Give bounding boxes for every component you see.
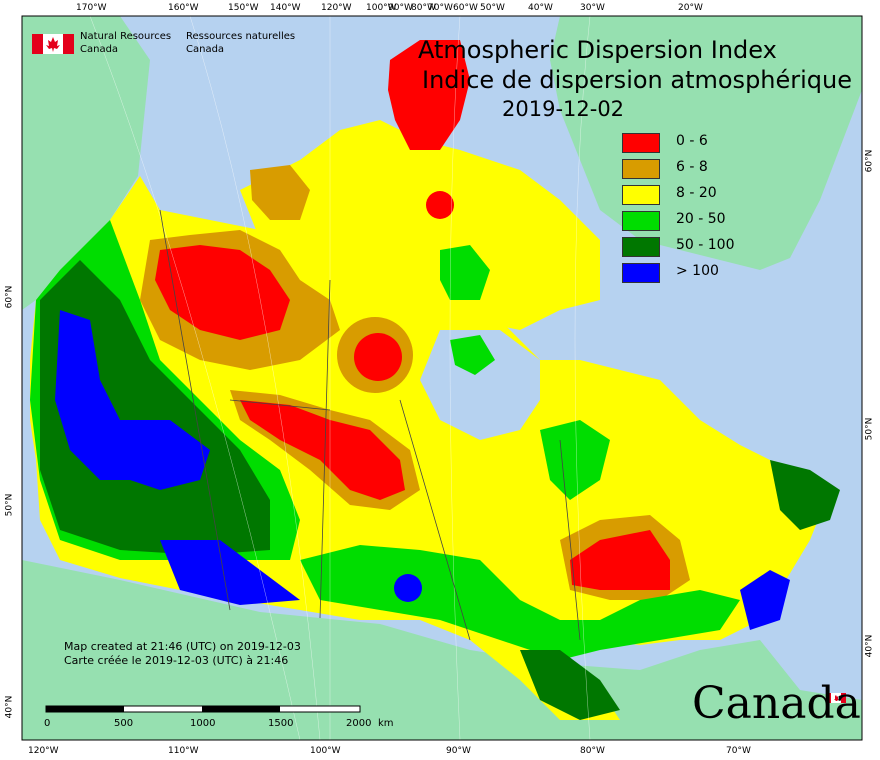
map-title-en: Atmospheric Dispersion Index bbox=[418, 36, 777, 64]
legend-item: 6 - 8 bbox=[622, 157, 752, 181]
baffin-green-zone-2 bbox=[450, 335, 495, 375]
legend-item: > 100 bbox=[622, 261, 752, 285]
graticule-top-label: 170°W bbox=[76, 3, 107, 13]
legend-swatch bbox=[622, 159, 660, 179]
map-credits: Map created at 21:46 (UTC) on 2019-12-03… bbox=[64, 640, 301, 668]
atlantic-blue-zone bbox=[740, 570, 790, 630]
quebec-red-zone bbox=[570, 530, 670, 590]
agency-en-line1: Natural Resources bbox=[80, 31, 172, 42]
credits-en: Map created at 21:46 (UTC) on 2019-12-03 bbox=[64, 640, 301, 653]
legend-swatch bbox=[622, 263, 660, 283]
agency-fr-line2: Canada bbox=[186, 44, 225, 55]
south-blue-zone bbox=[160, 540, 300, 605]
graticule-top-label: 40°W bbox=[528, 3, 553, 13]
graticule-top-label: 30°W bbox=[580, 3, 605, 13]
wordmark-flag-icon bbox=[826, 693, 846, 703]
ellesmere-red-zone bbox=[388, 40, 470, 150]
graticule-bottom-label: 80°W bbox=[580, 746, 605, 756]
graticule-top-label: 70°W bbox=[428, 3, 453, 13]
hudson-red-zone bbox=[354, 333, 402, 381]
legend-item: 20 - 50 bbox=[622, 209, 752, 233]
graticule-right-label: 60°N bbox=[864, 149, 875, 173]
agency-en-line2: Canada bbox=[80, 44, 119, 55]
graticule-right-label: 40°N bbox=[864, 634, 875, 658]
bc-darkgreen-zone bbox=[40, 260, 270, 555]
legend-label: 50 - 100 bbox=[676, 237, 735, 253]
graticule-bottom-label: 110°W bbox=[168, 746, 199, 756]
ontario-darkgreen-zone bbox=[520, 650, 620, 720]
north-red-spot bbox=[426, 191, 454, 219]
legend-label: > 100 bbox=[676, 263, 719, 279]
canada-flag-icon bbox=[32, 34, 74, 54]
ontario-blue-zone bbox=[394, 574, 422, 602]
alaska-landmass bbox=[22, 16, 150, 310]
map-date: 2019-12-02 bbox=[502, 97, 625, 121]
graticule-top-label: 160°W bbox=[168, 3, 199, 13]
scale-unit: km bbox=[378, 718, 394, 729]
alberta-blue-zone bbox=[120, 420, 210, 490]
atlantic-darkgreen-zone bbox=[770, 460, 840, 530]
legend-swatch bbox=[622, 237, 660, 257]
graticule-top-label: 60°W bbox=[453, 3, 478, 13]
legend-label: 8 - 20 bbox=[676, 185, 717, 201]
legend-item: 0 - 6 bbox=[622, 131, 752, 155]
credits-fr: Carte créée le 2019-12-03 (UTC) à 21:46 bbox=[64, 654, 289, 667]
graticule-top-label: 80°W bbox=[411, 3, 436, 13]
provincial-borders bbox=[159, 209, 581, 641]
usa-landmass bbox=[22, 560, 862, 740]
graticule-top-label: 140°W bbox=[270, 3, 301, 13]
labrador-green-zone bbox=[540, 420, 610, 500]
scale-label-2000: 2000 bbox=[346, 718, 372, 729]
graticule-top-label: 50°W bbox=[480, 3, 505, 13]
graticule-bottom-label: 90°W bbox=[446, 746, 471, 756]
bc-blue-zone bbox=[55, 310, 140, 480]
graticule-top-label: 90°W bbox=[388, 3, 413, 13]
graticule-left-label: 40°N bbox=[4, 695, 15, 719]
north-orange-zone bbox=[250, 165, 310, 220]
legend-swatch bbox=[622, 185, 660, 205]
nwt-red-core bbox=[155, 245, 290, 340]
legend-swatch bbox=[622, 211, 660, 231]
prairie-red-core bbox=[240, 400, 405, 500]
graticule-top-label: 120°W bbox=[321, 3, 352, 13]
graticule-bottom-label: 120°W bbox=[28, 746, 59, 756]
legend-item: 50 - 100 bbox=[622, 235, 752, 259]
legend-label: 20 - 50 bbox=[676, 211, 726, 227]
graticule-top-label: 20°W bbox=[678, 3, 703, 13]
baffin-green-zone bbox=[440, 245, 490, 300]
graticule-bottom-label: 70°W bbox=[726, 746, 751, 756]
legend-swatch bbox=[622, 133, 660, 153]
canada-wordmark: Canada bbox=[692, 678, 861, 729]
legend-label: 6 - 8 bbox=[676, 159, 708, 175]
scale-label-500: 500 bbox=[114, 718, 134, 729]
scale-label-1500: 1500 bbox=[268, 718, 294, 729]
graticule-top-label: 100°W bbox=[366, 3, 397, 13]
graticule-left-label: 60°N bbox=[4, 285, 15, 309]
scale-label-0: 0 bbox=[44, 718, 51, 729]
scale-bar bbox=[45, 705, 361, 713]
graticule-bottom-label: 100°W bbox=[310, 746, 341, 756]
legend-item: 8 - 20 bbox=[622, 183, 752, 207]
map-title-fr: Indice de dispersion atmosphérique bbox=[422, 66, 853, 94]
graticule-right-label: 50°N bbox=[864, 417, 875, 441]
legend-label: 0 - 6 bbox=[676, 133, 708, 149]
graticule-top-label: 150°W bbox=[228, 3, 259, 13]
agency-fr-line1: Ressources naturelles bbox=[186, 31, 296, 42]
greenland-landmass bbox=[550, 16, 862, 270]
scale-label-1000: 1000 bbox=[190, 718, 216, 729]
ontario-green-zone bbox=[300, 545, 740, 660]
graticule-left-label: 50°N bbox=[4, 493, 15, 517]
grid-lines bbox=[89, 16, 591, 740]
